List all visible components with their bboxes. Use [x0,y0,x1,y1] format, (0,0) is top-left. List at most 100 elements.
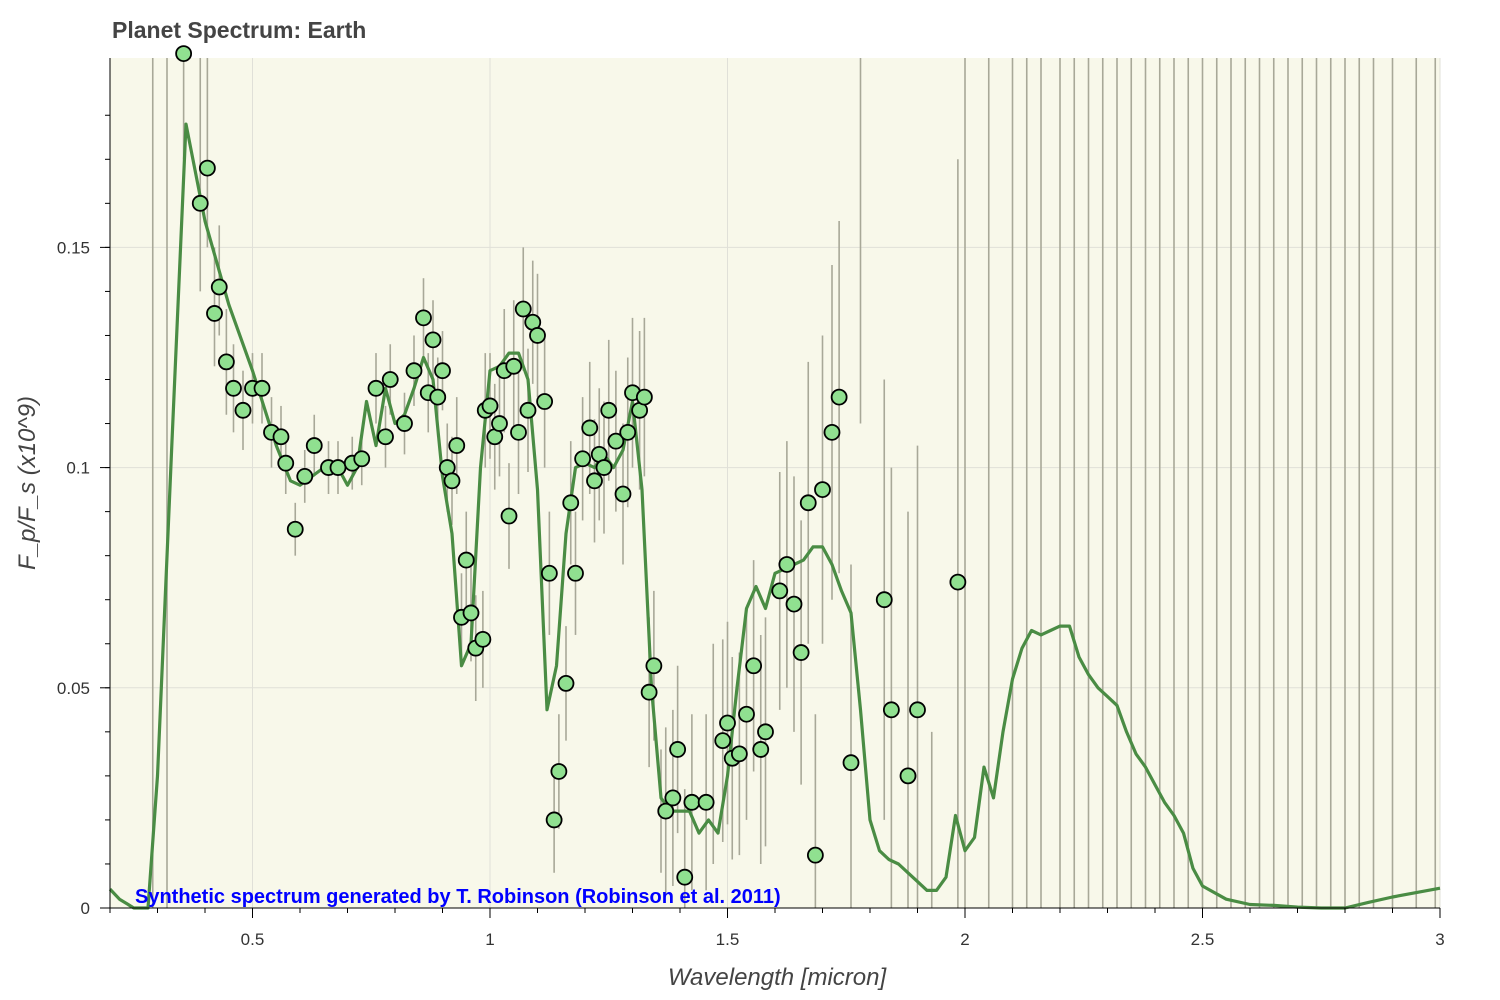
observation-points-layer [175,45,967,886]
data-point [405,362,423,380]
data-point [581,419,599,437]
data-point [607,432,625,450]
data-point [198,159,216,177]
data-point [448,437,466,454]
x-axis-label: Wavelength [micron] [668,964,888,991]
data-point [614,485,632,503]
data-point [286,520,304,538]
data-point [697,793,715,811]
data-point [514,300,532,318]
x-tick-label: 0.5 [241,930,265,949]
data-point [305,437,323,454]
data-point [757,723,774,741]
data-point [206,305,223,322]
data-point [683,793,701,811]
data-point [949,573,967,591]
data-point [415,309,432,327]
y-axis-label: F_p/F_s (x10^9) [14,396,41,570]
data-point [664,789,682,807]
data-point [778,556,796,573]
data-point [505,357,523,375]
data-point [462,604,480,622]
data-point [210,278,228,296]
data-point [567,564,584,582]
y-tick-label: 0.1 [66,459,90,478]
data-point [367,379,385,397]
data-point [474,630,492,648]
data-point [806,846,824,864]
data-point [745,657,763,675]
data-point [191,194,209,212]
data-point [519,401,537,419]
data-point [814,481,831,499]
data-point [752,741,770,758]
data-point [899,767,917,785]
data-point [429,388,447,406]
x-tick-label: 1.5 [716,930,740,949]
data-point [595,459,613,476]
data-point [586,472,603,490]
data-point [234,401,252,419]
data-point [253,379,271,397]
model-spectrum-line [108,122,1441,910]
data-point [481,397,499,415]
data-point [536,393,554,410]
data-point [225,379,242,397]
axis-layer: 0.5 1 1.5 2 2.5 3 0 0.05 0.1 0.15 [57,58,1445,949]
data-point [510,423,527,441]
y-tick-label: 0.15 [57,238,90,257]
data-point [377,428,394,446]
data-point [457,551,475,569]
data-point [799,494,817,512]
data-point [396,415,413,432]
data-point [669,741,687,758]
data-point [792,644,810,661]
data-point [443,472,461,490]
synthetic-spectrum-annotation: Synthetic spectrum generated by T. Robin… [135,886,781,908]
data-point [909,701,926,719]
data-point [175,45,193,62]
model-line-layer [108,122,1441,910]
data-point [676,868,694,886]
data-point [540,564,558,582]
data-point [424,331,442,349]
error-bar-layer [151,58,1437,908]
data-point [882,701,900,719]
y-tick-label: 0.05 [57,679,90,698]
data-point [557,674,575,692]
x-tick-label: 3 [1435,930,1444,949]
x-tick-label: 1 [485,930,494,949]
data-point [296,467,314,485]
data-point [738,705,755,723]
data-point [785,595,803,613]
data-point [714,732,732,750]
data-point [842,754,860,772]
data-point [645,657,663,675]
data-point [619,423,637,441]
data-point [217,353,235,371]
data-point [491,415,508,432]
data-point [329,459,347,476]
data-point [719,714,736,732]
data-point [657,802,675,820]
data-point [875,591,893,609]
data-point [500,507,518,525]
data-point [545,811,563,829]
data-point [635,388,653,406]
data-point [381,371,399,388]
data-point [529,327,546,344]
data-point [353,450,371,468]
data-point [640,683,658,701]
data-point [562,494,580,512]
x-tick-label: 2.5 [1191,930,1215,949]
data-point [272,428,290,446]
data-point [823,423,841,441]
data-point [574,450,592,468]
y-tick-label: 0 [81,899,90,918]
data-point [830,388,848,406]
data-point [434,362,451,380]
data-point [771,582,789,600]
plot-background [110,58,1440,908]
